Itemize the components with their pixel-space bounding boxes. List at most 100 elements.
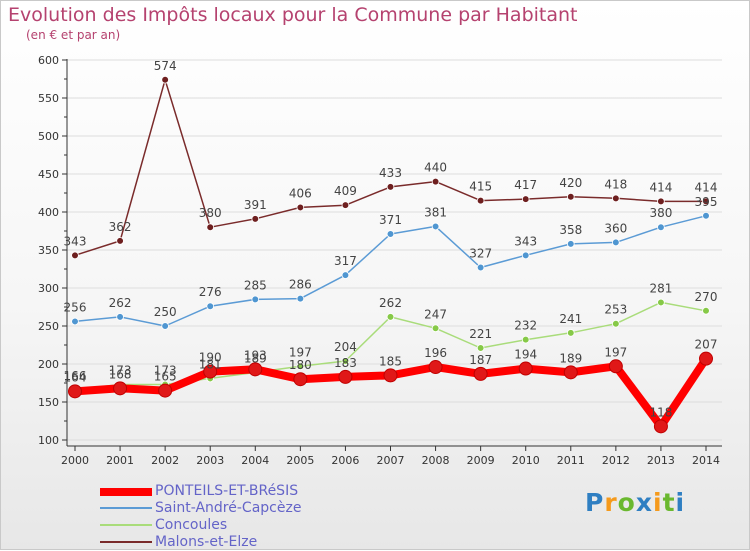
- x-tick-label-2006: 2006: [331, 454, 359, 467]
- point-ponteils-2011: [563, 365, 578, 380]
- legend-swatch-saint-andre: [100, 507, 152, 509]
- point-malons-2008: [431, 177, 440, 186]
- legend-label-malons: Malons-et-Elze: [155, 534, 258, 550]
- point-malons-2006: [341, 201, 350, 209]
- x-tick-label-2004: 2004: [241, 454, 269, 467]
- x-tick-label-2013: 2013: [647, 454, 675, 467]
- data-label-concoules-2002: 173: [154, 364, 177, 378]
- data-label-ponteils-2008: 196: [424, 346, 447, 360]
- point-malons-2013: [657, 197, 665, 206]
- data-label-ponteils-2009: 187: [469, 353, 492, 367]
- point-ponteils-2007: [383, 368, 398, 383]
- point-malons-2009: [476, 196, 485, 205]
- data-label-malons-2005: 406: [289, 186, 312, 200]
- point-malons-2002: [161, 75, 169, 84]
- y-tick-label-400: 400: [38, 206, 59, 219]
- point-saint-andre-2007: [386, 230, 395, 238]
- y-tick-label-100: 100: [38, 434, 59, 447]
- point-saint-andre-2003: [206, 302, 215, 311]
- data-label-ponteils-2012: 197: [604, 345, 627, 359]
- point-ponteils-2003: [203, 364, 218, 379]
- data-label-malons-2014: 414: [695, 180, 718, 194]
- logo-letter-5: i: [653, 488, 663, 517]
- chart-title: Evolution des Impôts locaux pour la Comm…: [8, 4, 578, 26]
- y-tick-label-600: 600: [38, 54, 59, 67]
- data-label-ponteils-2007: 185: [379, 354, 402, 368]
- data-label-concoules-2005: 197: [289, 345, 312, 359]
- point-ponteils-2005: [293, 372, 308, 387]
- point-saint-andre-2008: [431, 222, 440, 231]
- x-tick-label-2003: 2003: [196, 454, 224, 467]
- data-label-saint-andre-2009: 327: [469, 246, 492, 260]
- point-saint-andre-2004: [251, 295, 260, 304]
- point-concoules-2008: [431, 324, 440, 333]
- data-label-concoules-2013: 281: [649, 281, 672, 295]
- data-label-malons-2009: 415: [469, 180, 492, 194]
- x-tick-label-2009: 2009: [467, 454, 495, 467]
- legend-label-ponteils: PONTEILS-ET-BRéSIS: [155, 483, 299, 499]
- data-label-malons-2007: 433: [379, 166, 402, 180]
- point-saint-andre-2006: [341, 271, 350, 279]
- data-label-saint-andre-2002: 250: [154, 305, 177, 319]
- y-tick-label-300: 300: [38, 282, 59, 295]
- point-ponteils-2014: [699, 351, 713, 366]
- data-label-ponteils-2002: 165: [154, 370, 177, 384]
- data-label-ponteils-2013: 118: [649, 405, 672, 419]
- data-label-concoules-2007: 262: [379, 296, 402, 310]
- y-tick-label-250: 250: [38, 320, 59, 333]
- point-saint-andre-2000: [71, 317, 79, 326]
- point-malons-2012: [612, 194, 620, 203]
- point-ponteils-2002: [158, 383, 173, 398]
- y-tick-label-450: 450: [38, 168, 59, 181]
- point-concoules-2012: [612, 319, 620, 328]
- point-malons-2005: [296, 203, 305, 212]
- point-saint-andre-2014: [702, 212, 710, 220]
- x-tick-label-2014: 2014: [692, 454, 720, 467]
- y-tick-label-200: 200: [38, 358, 59, 371]
- x-tick-label-2007: 2007: [377, 454, 405, 467]
- point-saint-andre-2012: [612, 238, 620, 247]
- y-tick-label-550: 550: [38, 92, 59, 105]
- point-malons-2011: [566, 193, 575, 201]
- data-label-ponteils-2000: 164: [64, 370, 87, 384]
- point-concoules-2006: [341, 357, 350, 365]
- data-label-saint-andre-2014: 395: [695, 195, 718, 209]
- data-label-malons-2010: 417: [514, 178, 537, 192]
- point-saint-andre-2011: [566, 240, 575, 248]
- logo-letter-3: o: [617, 488, 636, 517]
- point-concoules-2005: [296, 362, 305, 371]
- data-label-concoules-2009: 221: [469, 327, 492, 341]
- point-saint-andre-2005: [296, 294, 305, 303]
- point-ponteils-2010: [518, 361, 533, 376]
- data-label-concoules-2006: 204: [334, 340, 357, 354]
- data-label-concoules-2014: 270: [695, 290, 718, 304]
- data-label-malons-2012: 418: [604, 177, 627, 191]
- point-ponteils-2008: [428, 360, 443, 375]
- data-label-concoules-2012: 253: [604, 303, 627, 317]
- x-tick-label-2008: 2008: [422, 454, 450, 467]
- data-label-malons-2003: 380: [199, 206, 222, 220]
- logo-letter-6: t: [662, 488, 676, 517]
- legend-swatch-ponteils: [100, 488, 152, 496]
- point-saint-andre-2002: [161, 322, 169, 330]
- data-label-saint-andre-2012: 360: [604, 221, 627, 235]
- x-tick-label-2011: 2011: [557, 454, 585, 467]
- x-tick-label-2005: 2005: [286, 454, 314, 467]
- data-label-saint-andre-2001: 262: [109, 296, 132, 310]
- logo-letter-1: P: [585, 488, 605, 517]
- data-label-saint-andre-2013: 380: [649, 206, 672, 220]
- point-malons-2010: [521, 195, 530, 203]
- data-label-ponteils-2006: 183: [334, 356, 357, 370]
- data-label-malons-2006: 409: [334, 184, 357, 198]
- point-concoules-2009: [476, 344, 485, 352]
- point-concoules-2007: [386, 313, 395, 321]
- data-label-saint-andre-2003: 276: [199, 285, 222, 299]
- data-label-saint-andre-2005: 286: [289, 278, 312, 292]
- point-malons-2004: [251, 215, 260, 223]
- data-label-malons-2000: 343: [64, 234, 87, 248]
- point-malons-2014: [702, 197, 710, 206]
- data-label-saint-andre-2010: 343: [514, 234, 537, 248]
- point-saint-andre-2013: [657, 223, 665, 232]
